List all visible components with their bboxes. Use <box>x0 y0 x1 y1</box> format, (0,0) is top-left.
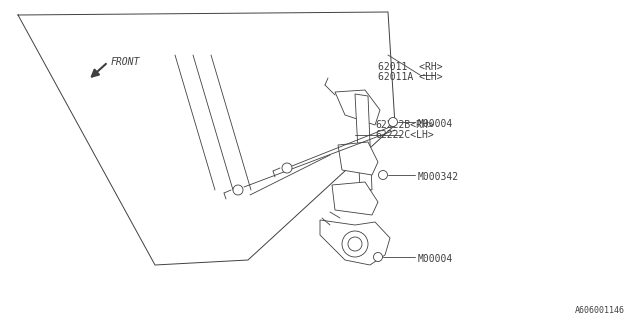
Text: FRONT: FRONT <box>111 57 140 67</box>
Text: 62222C<LH>: 62222C<LH> <box>375 130 434 140</box>
Text: M000342: M000342 <box>418 172 459 182</box>
Polygon shape <box>335 90 380 125</box>
Circle shape <box>348 237 362 251</box>
Text: M00004: M00004 <box>418 254 453 264</box>
Text: M00004: M00004 <box>418 119 453 129</box>
Circle shape <box>282 163 292 173</box>
Polygon shape <box>332 182 378 215</box>
Polygon shape <box>355 94 372 190</box>
Circle shape <box>233 185 243 195</box>
Text: 62011  <RH>: 62011 <RH> <box>378 62 443 72</box>
Text: A606001146: A606001146 <box>575 306 625 315</box>
Circle shape <box>388 117 397 126</box>
Polygon shape <box>320 220 390 265</box>
Polygon shape <box>338 142 378 175</box>
Circle shape <box>378 171 387 180</box>
Text: 62011A <LH>: 62011A <LH> <box>378 72 443 82</box>
Text: 62222B<RH>: 62222B<RH> <box>375 120 434 130</box>
Circle shape <box>374 252 383 261</box>
Circle shape <box>342 231 368 257</box>
